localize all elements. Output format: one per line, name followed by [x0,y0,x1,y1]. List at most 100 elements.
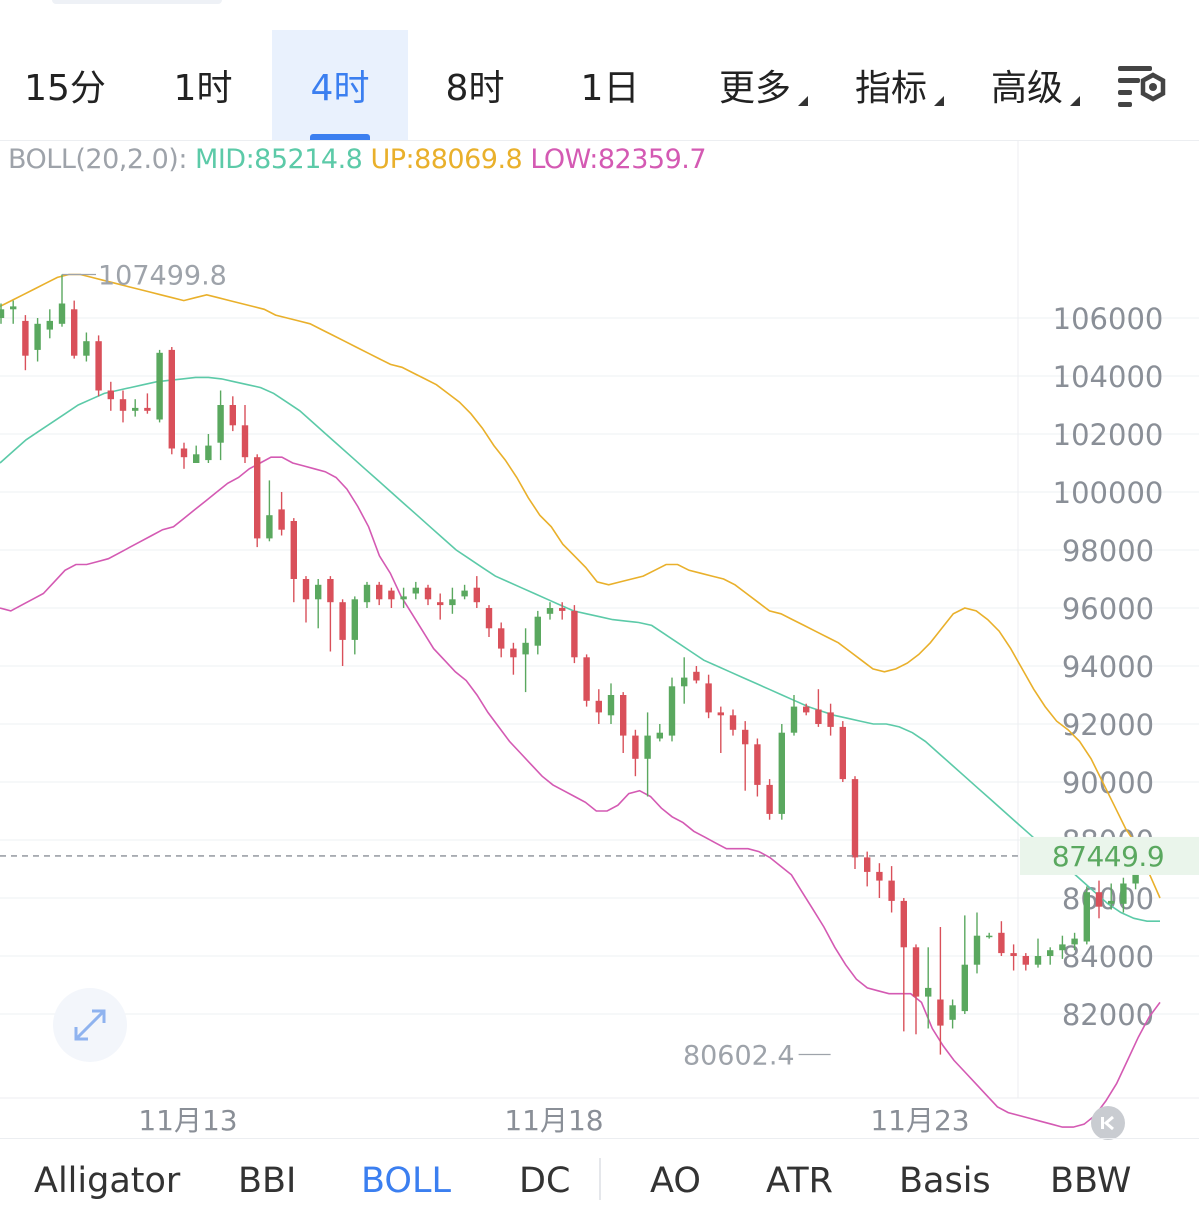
candle-body [302,579,310,600]
candle-body [498,628,505,649]
candle-body [912,947,920,997]
candle-body [644,735,651,759]
candle-body [973,935,981,965]
candle-body [437,602,444,606]
candle-body [107,390,114,400]
boll-low-line [0,456,1161,1128]
candle-body [607,695,615,716]
candle-body [1095,892,1103,907]
candle-body [449,599,456,606]
boll-mid-line [0,376,1160,923]
candle-body [34,323,41,350]
candle-body [851,779,859,858]
tab-15m[interactable]: 15分 [10,30,120,140]
candle-body [534,616,541,646]
boll-mid-value: MID:85214.8 [195,144,363,175]
tab-more[interactable]: 更多 [700,30,810,140]
candle-body [424,587,432,600]
tab-1d[interactable]: 1日 [555,30,665,140]
y-tick-label: 96000 [1062,592,1154,626]
indicator-bar-divider [0,1138,1199,1139]
indicator-dc[interactable]: DC [519,1161,571,1201]
candle-body [156,352,163,420]
candle-body [412,587,419,594]
candle-body [461,590,468,597]
tab-label: 4时 [310,68,370,109]
candle-body [0,309,5,318]
y-tick-label: 104000 [1053,360,1164,394]
indicator-alligator[interactable]: Alligator [34,1161,181,1201]
candle-body [656,732,663,739]
candle-body [1010,953,1017,956]
high-marker-label: 107499.8 [98,261,227,292]
x-tick-label: 11月23 [870,1104,969,1137]
indicator-boll[interactable]: BOLL [361,1161,451,1201]
y-tick-label: 84000 [1062,940,1154,974]
indicator-ao[interactable]: AO [650,1161,701,1201]
candle-body [376,584,383,600]
candle-body [790,706,798,733]
candle-body [778,732,785,814]
y-tick-label: 102000 [1053,418,1164,452]
candle-body [961,964,968,1012]
tab-label: 1日 [580,68,640,109]
expand-button[interactable] [53,988,127,1062]
tab-label: 15分 [24,68,106,109]
timeframe-bar: 15分 1时 4时 8时 1日 更多 指标 高级 [0,0,1199,140]
tab-8h[interactable]: 8时 [420,30,530,140]
candle-body [1047,950,1054,956]
tab-4h[interactable]: 4时 [272,30,408,140]
candle-body [241,425,249,458]
tab-advanced[interactable]: 高级 [972,30,1082,140]
indicator-group-divider [599,1158,601,1200]
candle-body [229,405,236,426]
indicator-bbi[interactable]: BBI [238,1161,297,1201]
candle-body [327,579,334,603]
candle-body [351,599,358,640]
candle-body [1022,956,1029,965]
candle-body [315,584,322,600]
jump-to-latest-button[interactable] [1091,1106,1125,1140]
scroll-hint [52,0,222,4]
candle-body [71,309,78,356]
jump-to-latest-icon [1101,1115,1114,1131]
candle-body [266,515,273,539]
candle-body [876,871,883,881]
candle-body [803,706,810,713]
candle-body [1034,956,1042,965]
candle-body [766,784,773,814]
candle-body [58,303,66,324]
indicator-bbw[interactable]: BBW [1050,1161,1132,1201]
candlestick-chart[interactable]: 106000 104000 102000 100000 98000 96000 94000 9… [0,140,1199,1138]
tab-label: 8时 [445,68,505,109]
candle-body [620,695,627,736]
tab-label: 更多 [718,68,791,109]
chart-settings-icon[interactable] [1112,60,1172,112]
current-price-badge [1020,836,1199,875]
candle-body [144,407,151,411]
dropdown-triangle-icon [798,96,808,106]
indicator-atr[interactable]: ATR [766,1161,833,1201]
current-price-label: 87449.9 [1052,840,1164,873]
tab-label: 指标 [854,68,927,109]
candle-body [46,320,53,330]
candle-body [522,642,529,655]
dropdown-triangle-icon [934,96,944,106]
candle-body [10,306,17,310]
tab-indicators[interactable]: 指标 [836,30,946,140]
candle-body [571,610,578,658]
candle-body [815,709,822,724]
candle-body [217,405,224,443]
candle-body [1059,944,1066,951]
candle-body [193,454,200,463]
candle-body [888,880,895,901]
candle-body [1071,938,1078,945]
candle-body [754,744,761,785]
indicator-basis[interactable]: Basis [899,1161,991,1201]
candle-body [742,729,749,745]
tab-1h[interactable]: 1时 [148,30,258,140]
candle-body [937,999,944,1026]
x-tick-label: 11月18 [504,1104,603,1137]
active-tab-indicator [310,134,370,140]
dropdown-triangle-icon [1070,96,1080,106]
